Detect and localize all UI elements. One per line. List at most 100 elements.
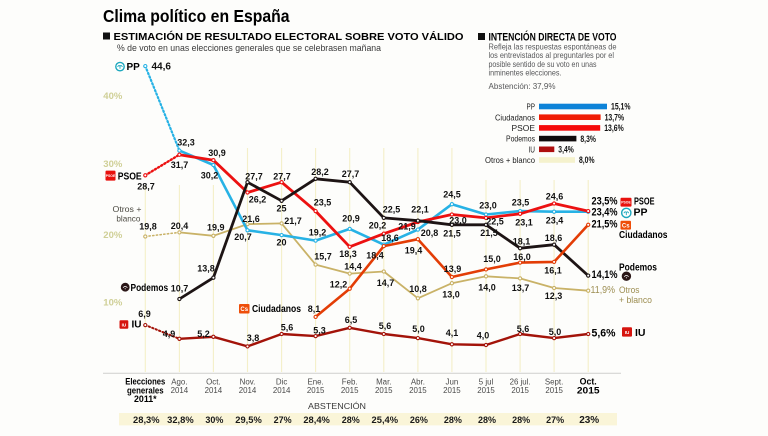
svg-text:28%: 28%: [444, 415, 462, 426]
svg-text:15,7: 15,7: [314, 252, 332, 262]
svg-text:14,1%: 14,1%: [592, 269, 618, 281]
svg-text:29,5%: 29,5%: [235, 415, 262, 426]
svg-text:20: 20: [276, 238, 286, 248]
svg-text:23,4%: 23,4%: [592, 206, 618, 218]
svg-text:20,2: 20,2: [369, 221, 387, 231]
svg-text:3,8: 3,8: [247, 333, 260, 343]
svg-text:19,4: 19,4: [405, 246, 423, 256]
svg-text:19,8: 19,8: [139, 221, 157, 231]
svg-text:Abr.: Abr.: [411, 378, 425, 387]
svg-text:18,1: 18,1: [513, 237, 531, 247]
svg-text:5,3: 5,3: [313, 326, 326, 336]
svg-text:28,3%: 28,3%: [133, 415, 160, 426]
svg-text:16,0: 16,0: [513, 252, 531, 262]
svg-text:32,3: 32,3: [177, 138, 195, 148]
svg-text:2015: 2015: [409, 386, 427, 395]
svg-text:20,8: 20,8: [421, 228, 439, 238]
svg-text:19,9: 19,9: [207, 223, 225, 233]
svg-text:2015: 2015: [511, 386, 529, 395]
svg-text:18,3: 18,3: [339, 249, 357, 259]
svg-text:2015: 2015: [375, 386, 393, 395]
svg-text:INTENCIÓN DIRECTA DE VOTO: INTENCIÓN DIRECTA DE VOTO: [489, 31, 617, 44]
svg-text:12,2: 12,2: [330, 280, 348, 290]
svg-text:31,7: 31,7: [171, 160, 189, 170]
svg-text:Sept.: Sept.: [545, 378, 563, 387]
svg-text:5,6%: 5,6%: [592, 327, 616, 339]
svg-text:23,0: 23,0: [449, 216, 467, 226]
svg-text:PP: PP: [527, 102, 536, 112]
svg-text:18,6: 18,6: [545, 233, 563, 243]
svg-text:27%: 27%: [546, 415, 564, 426]
svg-text:30,9: 30,9: [208, 148, 226, 158]
svg-text:Dic: Dic: [276, 378, 287, 387]
svg-text:10,7: 10,7: [171, 283, 189, 293]
svg-text:25: 25: [276, 204, 286, 214]
svg-text:+ blanco: + blanco: [619, 295, 652, 305]
svg-text:18,6: 18,6: [381, 233, 399, 243]
svg-text:Oct.: Oct.: [206, 378, 220, 387]
svg-text:30%: 30%: [103, 159, 123, 170]
svg-text:2015: 2015: [545, 386, 563, 395]
svg-text:23%: 23%: [579, 414, 600, 426]
svg-text:5,0: 5,0: [412, 324, 425, 334]
svg-text:Otros + blanco: Otros + blanco: [485, 155, 535, 165]
svg-text:23,0: 23,0: [479, 201, 497, 211]
svg-text:26,2: 26,2: [249, 195, 267, 205]
svg-text:18,4: 18,4: [366, 251, 384, 261]
svg-text:28,4%: 28,4%: [303, 415, 330, 426]
svg-text:IU: IU: [625, 330, 630, 335]
svg-text:27,7: 27,7: [342, 169, 360, 179]
svg-text:11,9%: 11,9%: [591, 285, 616, 296]
svg-text:23,5: 23,5: [512, 198, 530, 208]
svg-text:13,6%: 13,6%: [604, 123, 624, 133]
svg-text:% de voto en unas elecciones g: % de voto en unas elecciones generales q…: [117, 43, 382, 53]
svg-text:10%: 10%: [103, 298, 123, 309]
svg-text:4,9: 4,9: [163, 329, 176, 339]
svg-text:Podemos: Podemos: [619, 261, 657, 273]
svg-text:IU: IU: [635, 327, 646, 339]
svg-text:24,5: 24,5: [443, 190, 461, 200]
svg-text:PSOE: PSOE: [118, 171, 142, 182]
svg-text:28,2: 28,2: [311, 167, 329, 177]
svg-text:23,4: 23,4: [546, 216, 564, 226]
svg-text:19,2: 19,2: [309, 228, 327, 238]
svg-text:26%: 26%: [410, 415, 428, 426]
svg-text:28%: 28%: [512, 415, 530, 426]
svg-text:22,5: 22,5: [486, 217, 504, 227]
svg-text:blanco: blanco: [116, 213, 140, 223]
svg-text:20,4: 20,4: [171, 221, 189, 231]
svg-text:2011*: 2011*: [134, 394, 157, 404]
svg-text:5 jul: 5 jul: [479, 378, 494, 387]
svg-text:los entrevistados al preguntar: los entrevistados al preguntarles por el: [489, 51, 615, 60]
svg-text:Ciudadanos: Ciudadanos: [619, 229, 668, 241]
svg-text:Oct.: Oct.: [580, 377, 597, 387]
svg-text:22,1: 22,1: [411, 205, 429, 215]
svg-text:15,0: 15,0: [483, 254, 501, 264]
svg-text:21,9: 21,9: [398, 222, 416, 232]
svg-text:2015: 2015: [443, 386, 461, 395]
svg-text:13,7: 13,7: [512, 283, 530, 293]
svg-text:2015: 2015: [307, 386, 325, 395]
svg-text:28,7: 28,7: [137, 182, 155, 192]
svg-text:6,5: 6,5: [345, 315, 358, 325]
svg-text:40%: 40%: [103, 91, 123, 102]
svg-text:27,7: 27,7: [273, 172, 291, 182]
svg-text:2014: 2014: [273, 386, 291, 395]
svg-text:14,4: 14,4: [344, 262, 362, 272]
svg-text:Ago.: Ago.: [171, 378, 187, 387]
svg-text:2014: 2014: [239, 386, 257, 395]
svg-text:44,6: 44,6: [152, 62, 172, 73]
svg-text:Elecciones: Elecciones: [125, 377, 165, 387]
svg-text:posible sentido de su voto en: posible sentido de su voto en unas: [489, 60, 597, 69]
svg-text:ABSTENCIÓN: ABSTENCIÓN: [308, 401, 366, 411]
svg-text:24,6: 24,6: [546, 192, 564, 202]
svg-text:IU: IU: [529, 144, 536, 154]
svg-text:13,8: 13,8: [197, 264, 215, 274]
svg-text:21,5: 21,5: [480, 228, 498, 238]
svg-text:Cs: Cs: [240, 307, 248, 313]
svg-text:5,6: 5,6: [379, 321, 392, 331]
svg-text:5,0: 5,0: [549, 327, 562, 337]
svg-text:2015: 2015: [477, 386, 495, 395]
svg-text:32,8%: 32,8%: [167, 415, 194, 426]
svg-text:15,1%: 15,1%: [611, 102, 631, 112]
